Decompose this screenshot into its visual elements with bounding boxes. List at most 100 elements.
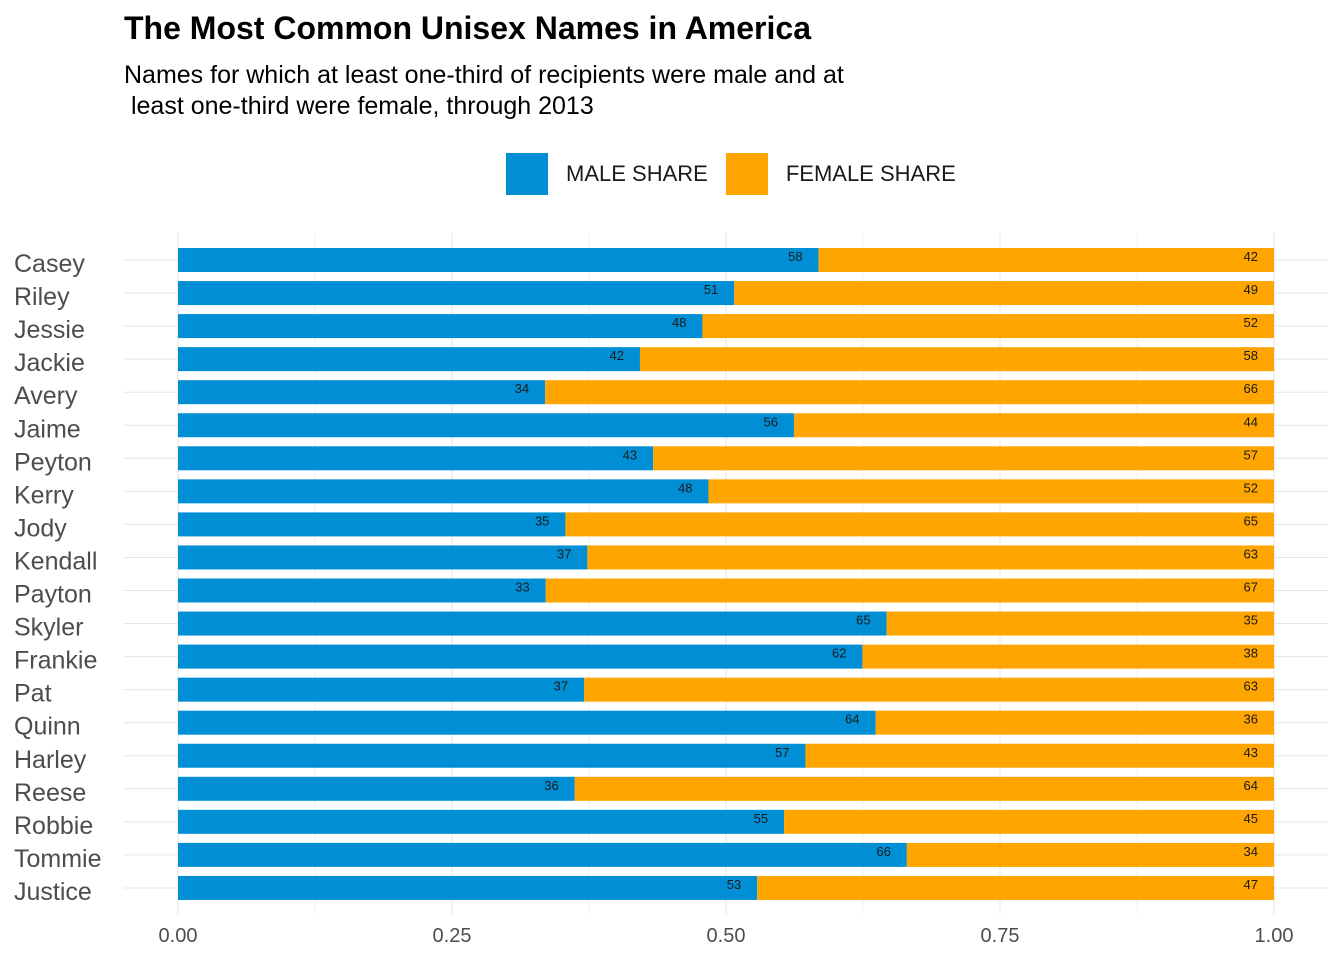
data-label-female: 47	[1244, 877, 1258, 892]
x-tick-label: 1.00	[1255, 925, 1294, 947]
data-label-male: 36	[544, 778, 558, 793]
bar-male	[178, 446, 654, 471]
data-label-female: 44	[1244, 414, 1258, 429]
legend: MALE SHARE FEMALE SHARE	[506, 153, 974, 195]
y-tick-label: Jody	[14, 514, 67, 542]
data-label-female: 43	[1244, 745, 1258, 760]
bar-male	[178, 710, 876, 735]
y-tick-label: Skyler	[14, 614, 83, 642]
y-tick-label: Quinn	[14, 713, 81, 741]
data-label-male: 57	[775, 745, 789, 760]
data-label-male: 66	[876, 844, 890, 859]
y-tick-label: Harley	[14, 746, 87, 774]
y-tick-label: Avery	[14, 382, 78, 410]
y-tick-label: Jessie	[14, 316, 85, 344]
data-label-female: 49	[1244, 282, 1258, 297]
x-tick-label: 0.75	[981, 925, 1020, 947]
legend-swatch-female	[725, 153, 768, 195]
bar-female	[574, 776, 1274, 801]
y-tick-label: Justice	[14, 878, 92, 906]
bar-female	[708, 479, 1274, 504]
data-label-male: 33	[515, 580, 529, 595]
bar-female	[587, 545, 1274, 570]
data-label-female: 36	[1244, 712, 1258, 727]
data-label-male: 43	[623, 447, 637, 462]
bar-female	[818, 248, 1274, 272]
data-label-female: 42	[1244, 249, 1258, 264]
bar-male	[178, 776, 575, 801]
bar-female	[545, 380, 1274, 405]
bar-female	[805, 743, 1274, 768]
bar-male	[178, 545, 588, 570]
y-tick-label: Jackie	[14, 349, 85, 377]
legend-item-female: FEMALE SHARE	[725, 153, 956, 195]
bar-female	[906, 842, 1274, 867]
bar-male	[178, 248, 819, 272]
legend-swatch-male	[506, 153, 548, 195]
legend-label-female: FEMALE SHARE	[785, 161, 956, 186]
y-tick-label: Casey	[14, 250, 85, 278]
bar-female	[757, 875, 1274, 900]
data-label-female: 38	[1244, 646, 1258, 661]
data-label-female: 58	[1244, 348, 1258, 363]
bar-female	[793, 413, 1274, 438]
data-label-male: 48	[672, 315, 686, 330]
data-label-male: 34	[515, 381, 529, 396]
y-tick-label: Frankie	[14, 647, 97, 675]
y-tick-label: Kerry	[14, 481, 74, 509]
bar-male	[178, 611, 887, 636]
bar-male	[178, 314, 703, 339]
data-label-male: 58	[788, 249, 802, 264]
bar-male	[178, 644, 863, 669]
data-label-female: 65	[1244, 513, 1258, 528]
data-label-female: 34	[1244, 844, 1258, 859]
y-tick-label: Riley	[14, 283, 70, 311]
data-label-male: 51	[704, 282, 718, 297]
bar-female	[545, 578, 1274, 603]
legend-label-male: MALE SHARE	[566, 161, 708, 186]
data-label-female: 64	[1244, 778, 1258, 793]
bar-female	[875, 710, 1274, 735]
data-label-male: 62	[832, 646, 846, 661]
data-label-male: 37	[557, 546, 571, 561]
y-tick-label: Kendall	[14, 547, 97, 575]
bar-female	[653, 446, 1274, 471]
y-tick-label: Payton	[14, 581, 92, 609]
data-label-female: 57	[1244, 447, 1258, 462]
bar-male	[178, 413, 794, 438]
bar-male	[178, 578, 546, 603]
bar-female	[702, 314, 1274, 339]
bar-male	[178, 842, 907, 867]
bar-female	[886, 611, 1274, 636]
data-label-female: 67	[1244, 580, 1258, 595]
bar-male	[178, 677, 585, 702]
data-label-male: 48	[678, 480, 692, 495]
data-label-male: 37	[554, 679, 568, 694]
bar-male	[178, 347, 640, 372]
y-tick-label: Peyton	[14, 448, 92, 476]
bar-male	[178, 380, 546, 405]
data-label-female: 35	[1244, 613, 1258, 628]
legend-item-male: MALE SHARE	[506, 153, 708, 195]
bar-female	[584, 677, 1274, 702]
y-tick-label: Pat	[14, 680, 52, 708]
y-tick-label: Tommie	[14, 845, 102, 873]
data-label-female: 52	[1244, 480, 1258, 495]
data-label-male: 55	[754, 811, 768, 826]
data-label-female: 63	[1244, 679, 1258, 694]
data-label-male: 65	[856, 613, 870, 628]
x-tick-label: 0.25	[433, 925, 472, 947]
data-label-male: 35	[535, 513, 549, 528]
bar-female	[639, 347, 1274, 372]
x-tick-label: 0.00	[159, 925, 198, 947]
data-label-male: 56	[763, 414, 777, 429]
y-tick-label: Jaime	[14, 415, 81, 443]
x-tick-label: 0.50	[707, 925, 746, 947]
y-tick-label: Robbie	[14, 812, 93, 840]
data-label-female: 52	[1244, 315, 1258, 330]
data-label-male: 64	[845, 712, 859, 727]
data-label-female: 45	[1244, 811, 1258, 826]
bar-male	[178, 479, 709, 504]
chart-subtitle: Names for which at least one-third of re…	[124, 61, 844, 120]
